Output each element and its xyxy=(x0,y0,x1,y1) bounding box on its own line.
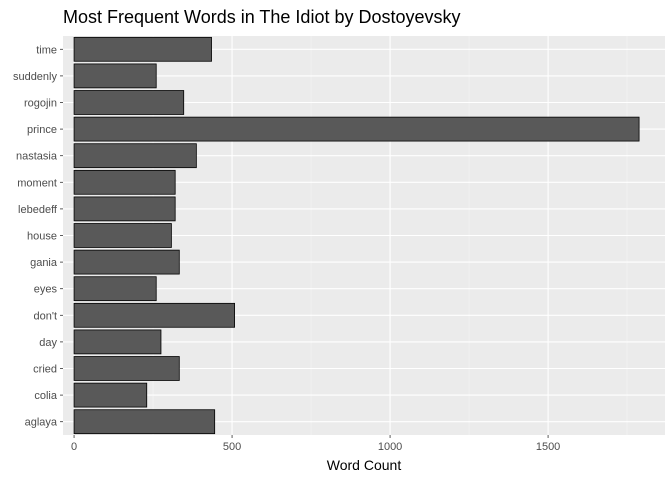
chart-title: Most Frequent Words in The Idiot by Dost… xyxy=(63,7,461,27)
y-tick-label: colia xyxy=(34,390,58,402)
x-axis-title: Word Count xyxy=(327,457,402,473)
y-tick-label: cried xyxy=(33,364,57,376)
bar-lebedeff xyxy=(73,196,176,222)
bars xyxy=(73,36,640,435)
y-tick-label: lebedeff xyxy=(18,204,58,216)
bar-suddenly xyxy=(73,63,157,89)
y-axis: time suddenly rogojin prince nastasia moment l… xyxy=(13,44,63,429)
y-tick-label: aglaya xyxy=(25,417,58,429)
bar-day xyxy=(73,329,162,355)
bar-house xyxy=(73,223,172,248)
bar-time xyxy=(73,36,212,62)
bar-gania xyxy=(73,249,180,275)
x-tick-label: 1500 xyxy=(536,441,560,453)
y-tick-label: rogojin xyxy=(24,98,57,110)
bar-eyes xyxy=(73,276,157,302)
bar-don-t xyxy=(73,302,235,328)
x-tick-label: 500 xyxy=(223,441,241,453)
y-tick-label: day xyxy=(39,337,57,349)
bar-cried xyxy=(73,356,180,381)
y-tick-label: nastasia xyxy=(16,151,58,163)
x-axis: 0 500 1000 1500 xyxy=(71,435,560,453)
bar-prince xyxy=(73,116,640,142)
y-tick-label: gania xyxy=(30,257,58,269)
x-tick-label: 0 xyxy=(71,441,77,453)
y-tick-label: prince xyxy=(27,124,57,136)
bar-colia xyxy=(73,382,148,408)
y-tick-label: don't xyxy=(33,310,57,322)
y-tick-label: suddenly xyxy=(13,71,58,83)
y-tick-label: moment xyxy=(17,177,57,189)
bar-moment xyxy=(73,169,176,195)
bar-aglaya xyxy=(73,409,216,435)
x-tick-label: 1000 xyxy=(378,441,402,453)
y-tick-label: house xyxy=(27,231,57,243)
bar-nastasia xyxy=(73,143,197,169)
bar-rogojin xyxy=(73,90,185,115)
y-tick-label: time xyxy=(36,44,57,56)
y-tick-label: eyes xyxy=(34,284,58,296)
